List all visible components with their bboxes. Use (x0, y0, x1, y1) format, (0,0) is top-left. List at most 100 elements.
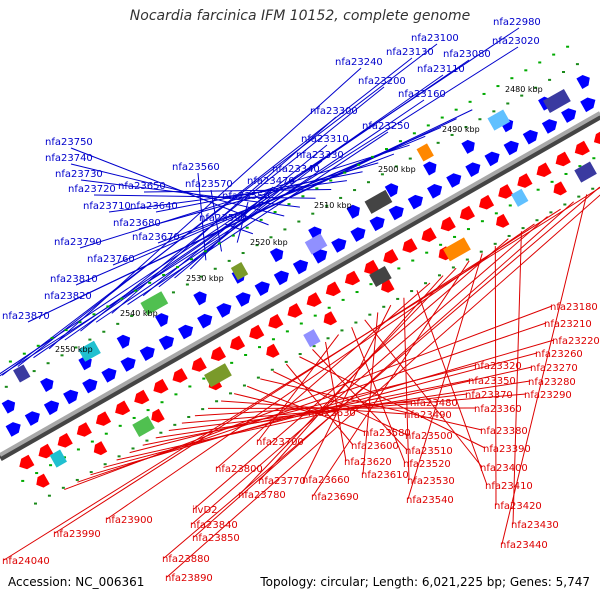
reverse-gene-label[interactable]: nfa23630 (308, 408, 356, 419)
reverse-gene-arrow[interactable] (364, 259, 380, 275)
forward-gene-arrow[interactable] (541, 119, 558, 134)
forward-gene-arrow[interactable] (561, 108, 577, 123)
forward-gene-arrow[interactable] (350, 227, 366, 242)
reverse-gene-arrow[interactable] (266, 343, 280, 358)
reverse-gene-label[interactable]: nfa23420 (494, 501, 542, 512)
gene-block[interactable] (511, 188, 529, 207)
reverse-gene-arrow[interactable] (402, 238, 418, 253)
reverse-gene-label[interactable]: nfa23990 (53, 529, 101, 540)
reverse-gene-label[interactable]: nfa23480 (410, 398, 458, 409)
reverse-gene-arrow[interactable] (498, 184, 514, 199)
forward-gene-label[interactable]: nfa23650 (118, 181, 166, 192)
reverse-gene-arrow[interactable] (323, 311, 337, 326)
reverse-gene-arrow[interactable] (153, 378, 169, 394)
forward-gene-arrow[interactable] (101, 368, 117, 383)
reverse-gene-label[interactable]: nfa23840 (190, 520, 238, 531)
reverse-gene-label[interactable]: nfa23510 (405, 446, 453, 457)
forward-gene-label[interactable]: nfa23550 (222, 191, 270, 202)
reverse-gene-arrow[interactable] (536, 162, 552, 178)
forward-gene-label[interactable]: nfa23870 (2, 311, 50, 322)
reverse-gene-label[interactable]: nfa23180 (550, 302, 598, 313)
gene-block[interactable] (364, 189, 393, 214)
forward-gene-arrow[interactable] (254, 281, 270, 296)
forward-gene-arrow[interactable] (369, 216, 385, 232)
forward-gene-label[interactable]: nfa23710 (83, 201, 131, 212)
forward-gene-arrow[interactable] (178, 324, 194, 340)
reverse-gene-label[interactable]: nfa23350 (468, 376, 516, 387)
forward-gene-arrow[interactable] (5, 422, 21, 437)
reverse-gene-arrow[interactable] (249, 324, 265, 340)
forward-gene-arrow[interactable] (273, 270, 289, 286)
forward-gene-label[interactable]: nfa23670 (132, 232, 180, 243)
forward-gene-arrow[interactable] (484, 151, 500, 167)
reverse-gene-label[interactable]: nfa23660 (302, 475, 350, 486)
gene-block[interactable] (304, 233, 328, 255)
reverse-gene-arrow[interactable] (76, 422, 92, 437)
forward-gene-arrow[interactable] (312, 249, 328, 264)
forward-gene-arrow[interactable] (116, 334, 131, 349)
forward-gene-label[interactable]: nfa23810 (50, 274, 98, 285)
forward-gene-arrow[interactable] (388, 205, 404, 221)
forward-gene-arrow[interactable] (292, 259, 309, 275)
reverse-gene-label[interactable]: nfa23520 (403, 459, 451, 470)
reverse-gene-label[interactable]: nfa23610 (361, 470, 409, 481)
forward-gene-label[interactable]: nfa23200 (358, 76, 406, 87)
reverse-gene-arrow[interactable] (115, 400, 131, 416)
forward-gene-arrow[interactable] (346, 204, 360, 219)
reverse-gene-arrow[interactable] (555, 151, 571, 167)
reverse-gene-label[interactable]: nfa23540 (406, 495, 454, 506)
reverse-gene-label[interactable]: nfa23900 (105, 515, 153, 526)
forward-gene-label[interactable]: nfa22980 (493, 17, 541, 28)
forward-gene-arrow[interactable] (158, 335, 174, 351)
forward-gene-arrow[interactable] (139, 346, 155, 361)
forward-gene-label[interactable]: nfa23340 (272, 164, 320, 175)
reverse-gene-label[interactable]: nfa23260 (535, 349, 583, 360)
gene-block[interactable] (132, 415, 155, 437)
reverse-gene-label[interactable]: nfa23440 (500, 540, 548, 551)
forward-gene-label[interactable]: nfa23790 (54, 237, 102, 248)
reverse-gene-arrow[interactable] (57, 433, 73, 448)
forward-gene-label[interactable]: nfa23310 (301, 134, 349, 145)
forward-gene-arrow[interactable] (522, 129, 538, 145)
reverse-gene-label[interactable]: nfa23600 (351, 441, 399, 452)
gene-block[interactable] (369, 265, 392, 288)
forward-gene-label[interactable]: nfa23640 (130, 201, 178, 212)
forward-gene-arrow[interactable] (216, 303, 232, 318)
gene-block[interactable] (204, 363, 232, 388)
forward-gene-label[interactable]: nfa23750 (45, 137, 93, 148)
reverse-gene-arrow[interactable] (287, 303, 303, 318)
reverse-gene-arrow[interactable] (36, 473, 50, 488)
reverse-gene-label[interactable]: nfa23320 (474, 361, 522, 372)
forward-gene-label[interactable]: nfa23110 (417, 64, 465, 75)
reverse-gene-arrow[interactable] (268, 314, 284, 329)
forward-gene-arrow[interactable] (155, 313, 169, 327)
forward-gene-label[interactable]: nfa23560 (172, 162, 220, 173)
gene-features[interactable] (1, 75, 600, 488)
reverse-gene-label[interactable]: nfa23270 (530, 363, 578, 374)
reverse-gene-label[interactable]: nfa23850 (192, 533, 240, 544)
forward-gene-label[interactable]: nfa23680 (113, 218, 161, 229)
forward-gene-arrow[interactable] (461, 139, 475, 154)
reverse-gene-label[interactable]: nfa23430 (511, 520, 559, 531)
forward-gene-arrow[interactable] (576, 75, 590, 89)
gene-block[interactable] (230, 262, 249, 281)
reverse-gene-arrow[interactable] (38, 443, 54, 459)
forward-gene-arrow[interactable] (197, 313, 213, 329)
forward-gene-arrow[interactable] (43, 400, 60, 416)
forward-gene-label[interactable]: nfa23740 (45, 153, 93, 164)
forward-gene-label[interactable]: nfa23570 (185, 179, 233, 190)
forward-gene-arrow[interactable] (120, 357, 136, 372)
reverse-gene-arrow[interactable] (553, 181, 567, 196)
reverse-gene-label[interactable]: nfa23210 (544, 319, 592, 330)
forward-gene-label[interactable]: nfa23330 (296, 150, 344, 161)
forward-gene-arrow[interactable] (63, 389, 79, 405)
reverse-gene-label[interactable]: nfa23620 (344, 457, 392, 468)
forward-gene-label[interactable]: nfa23020 (492, 36, 540, 47)
reverse-gene-arrow[interactable] (517, 173, 533, 188)
forward-gene-arrow[interactable] (384, 183, 399, 198)
forward-gene-label[interactable]: nfa23080 (443, 49, 491, 60)
reverse-gene-label[interactable]: nfa23410 (485, 481, 533, 492)
gene-block[interactable] (140, 291, 169, 316)
reverse-gene-arrow[interactable] (344, 270, 361, 286)
